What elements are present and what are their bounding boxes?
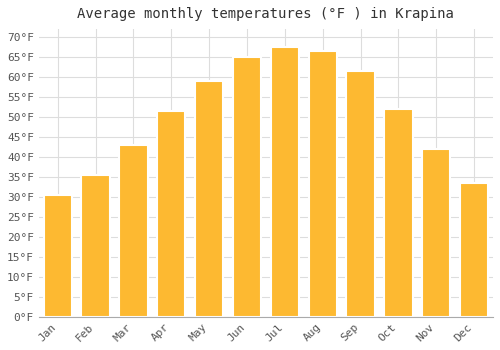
- Bar: [44, 195, 72, 317]
- Bar: [460, 183, 488, 317]
- Bar: [119, 145, 148, 317]
- Bar: [308, 51, 337, 317]
- Bar: [422, 149, 450, 317]
- Bar: [195, 81, 224, 317]
- Bar: [346, 71, 375, 317]
- Title: Average monthly temperatures (°F ) in Krapina: Average monthly temperatures (°F ) in Kr…: [78, 7, 454, 21]
- Bar: [233, 57, 261, 317]
- Bar: [157, 111, 186, 317]
- Bar: [82, 175, 110, 317]
- Bar: [384, 109, 412, 317]
- Bar: [270, 47, 299, 317]
